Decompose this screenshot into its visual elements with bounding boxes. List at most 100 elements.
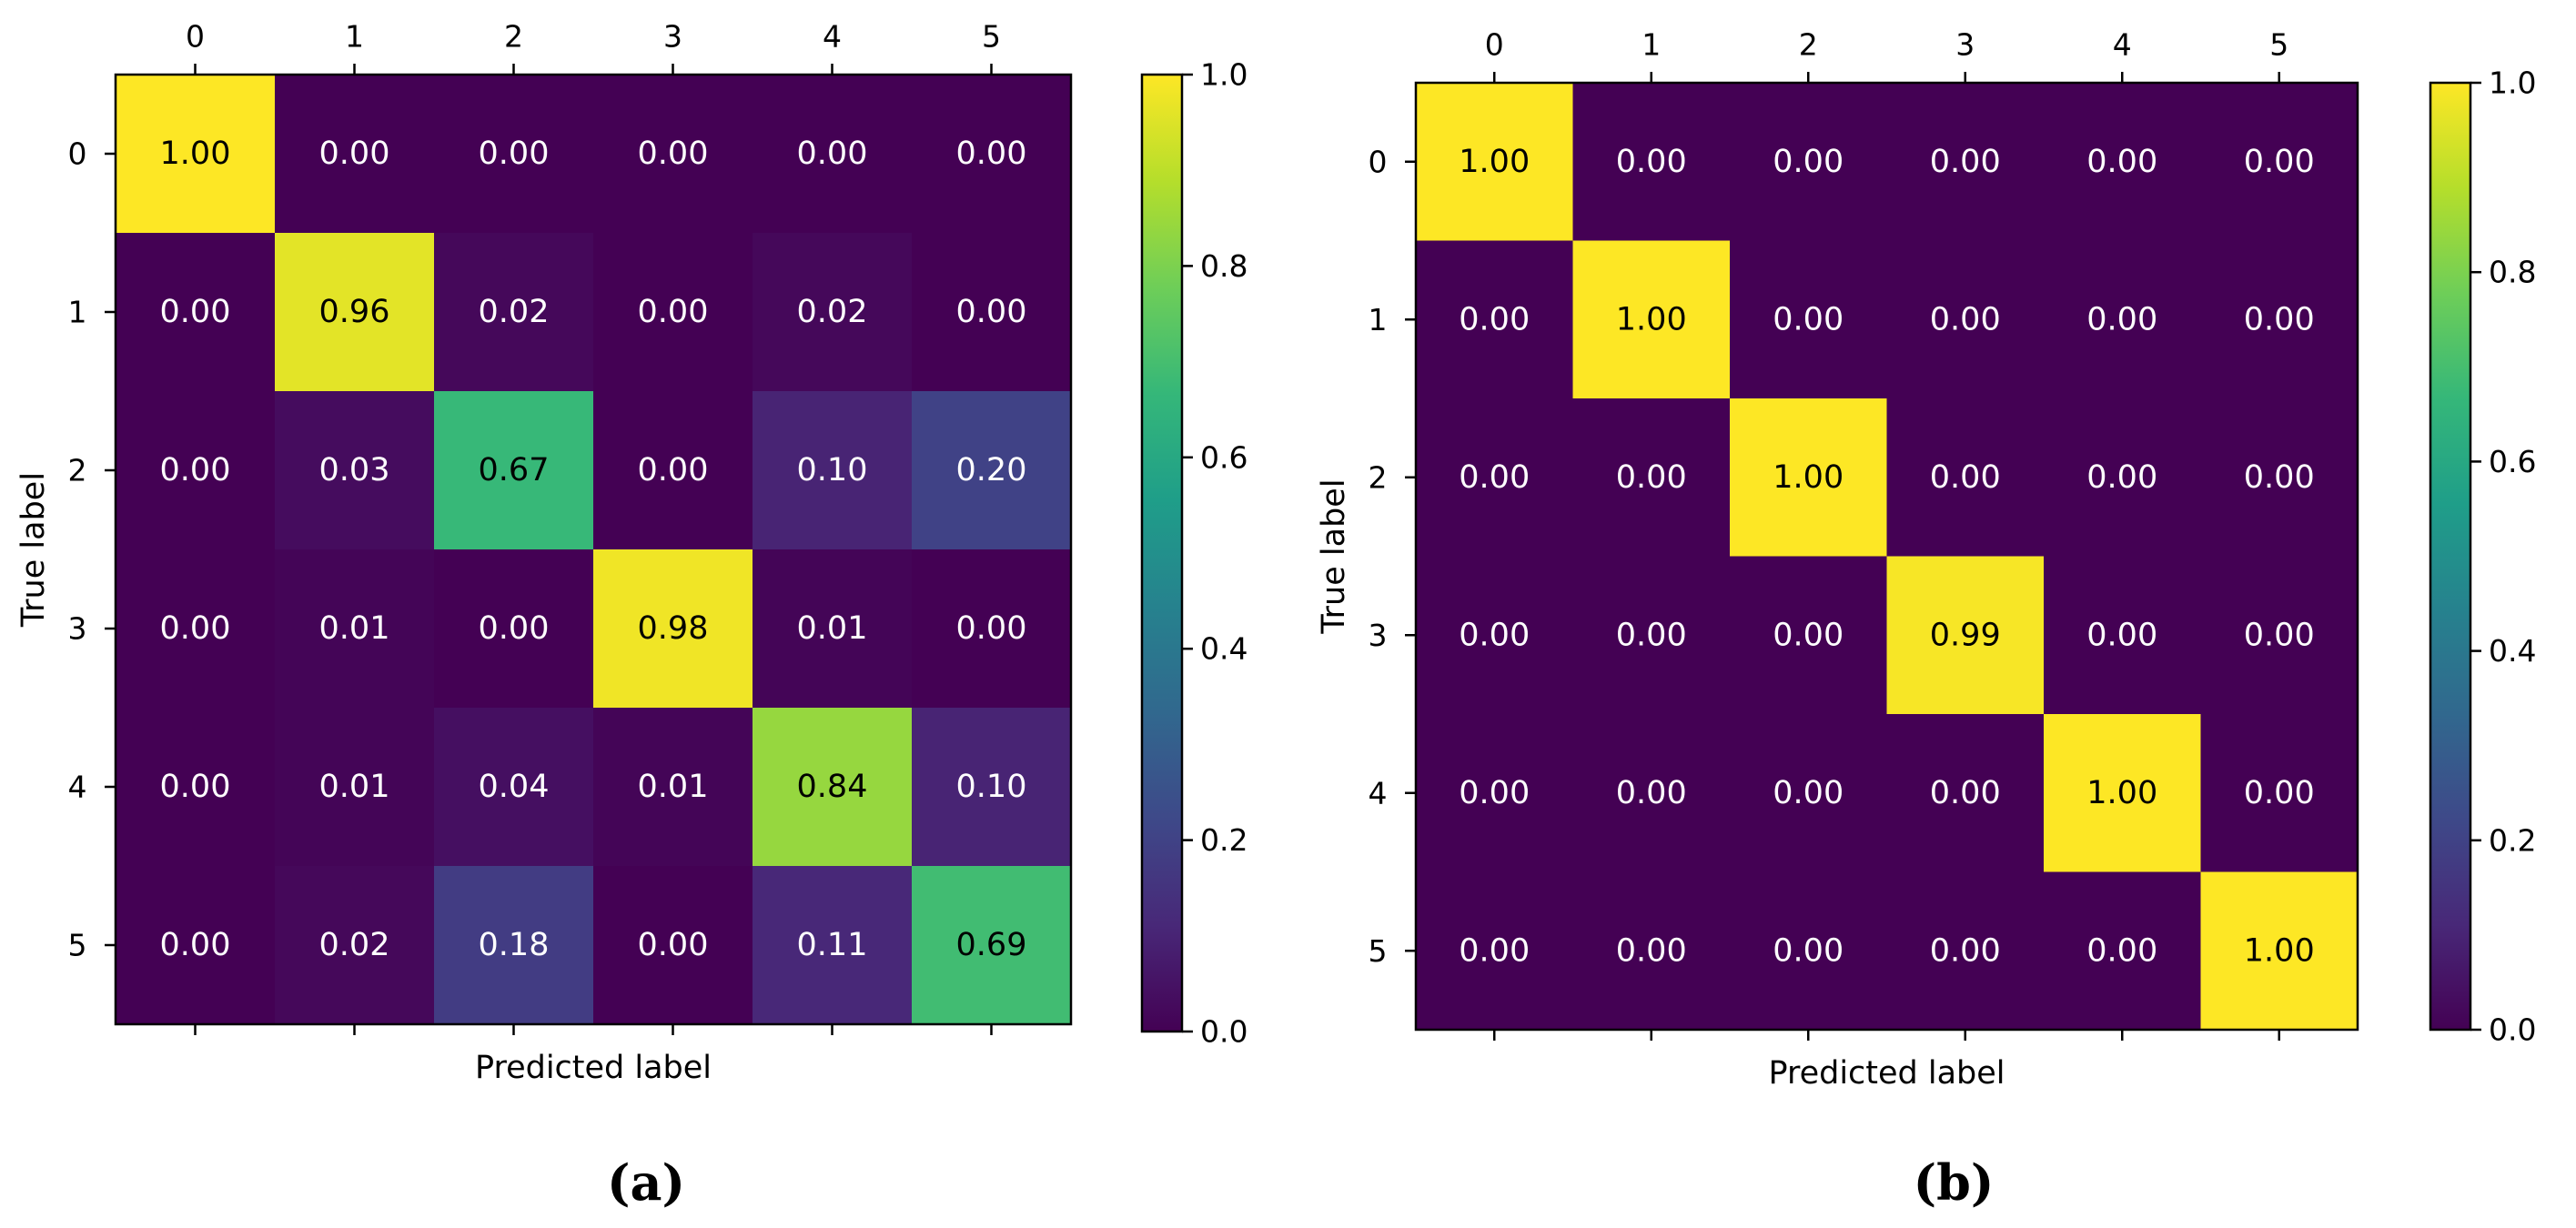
cell-value-label: 0.00: [1773, 932, 1844, 969]
heatmap-cell: [593, 75, 753, 234]
heatmap-cell: [116, 549, 276, 709]
cell-value-label: 0.00: [160, 610, 231, 647]
heatmap-cell: [753, 866, 913, 1025]
cell-value-label: 1.00: [1773, 459, 1844, 496]
plot-frame: [1414, 81, 2359, 1032]
y-tick-label: 1: [68, 295, 87, 330]
colorbar-tick-label: 1.0: [1200, 57, 1248, 93]
cell-value-label: 0.00: [1459, 617, 1530, 653]
x-tick-label: 4: [823, 19, 842, 55]
cell-value-label: 0.00: [2244, 144, 2315, 180]
y-tick-label: 5: [68, 928, 87, 963]
heatmap-cell: [1730, 556, 1888, 715]
cell-value-label: 0.01: [797, 610, 868, 647]
y-tick-label: 3: [68, 611, 87, 647]
cell-value-label: 1.00: [2244, 932, 2315, 969]
heatmap-cell: [2044, 871, 2202, 1031]
cell-value-label: 0.00: [956, 610, 1027, 647]
heatmap-cell: [434, 391, 594, 550]
heatmap-cell: [593, 391, 753, 550]
cell-value-label: 0.00: [160, 769, 231, 805]
heatmap-cell: [2200, 556, 2359, 715]
x-axis-label: Predicted label: [1768, 1055, 2005, 1092]
heatmap-cell: [2044, 240, 2202, 399]
colorbar-tick-label: 0.8: [2489, 255, 2536, 290]
cell-value-label: 0.00: [1616, 775, 1687, 811]
cell-value-label: 0.84: [797, 769, 868, 805]
cell-value-label: 0.00: [2244, 301, 2315, 337]
cell-value-label: 0.20: [956, 452, 1027, 488]
y-tick-label: 4: [1369, 775, 1388, 810]
cell-value-label: 0.69: [956, 927, 1027, 963]
heatmap-cell: [116, 708, 276, 867]
heatmap-cell: [275, 391, 435, 550]
colorbar-gradient: [2430, 83, 2470, 1030]
cell-value-label: 0.00: [2244, 775, 2315, 811]
cell-value-label: 0.00: [1930, 775, 2001, 811]
x-axis-label: Predicted label: [475, 1050, 712, 1086]
y-tick-label: 3: [1369, 618, 1388, 653]
colorbar-tick-label: 0.2: [1200, 822, 1248, 858]
cell-value-label: 0.00: [797, 136, 868, 172]
cell-value-label: 0.96: [319, 294, 390, 330]
cell-value-label: 0.00: [479, 136, 550, 172]
cell-value-label: 0.10: [797, 452, 868, 488]
colorbar-tick-label: 0.2: [2489, 822, 2536, 858]
heatmap-cell: [434, 233, 594, 392]
x-tick-label: 4: [2113, 27, 2132, 63]
cell-value-label: 0.02: [319, 927, 390, 963]
heatmap-cell: [753, 708, 913, 867]
heatmap-cell: [1572, 871, 1731, 1031]
colorbar-tick-label: 0.8: [1200, 248, 1248, 284]
x-tick-label: 0: [186, 19, 205, 55]
y-axis-label: True label: [15, 472, 52, 628]
colorbar-tick-label: 0.6: [1200, 439, 1248, 475]
colorbar-frame: [2429, 81, 2472, 1032]
heatmap-cell: [753, 391, 913, 550]
colorbar-tick-label: 0.4: [2489, 633, 2536, 669]
cell-value-label: 0.00: [1616, 144, 1687, 180]
x-tick-label: 5: [2269, 27, 2288, 63]
cell-value-label: 0.00: [638, 136, 709, 172]
heatmap-cell: [1730, 398, 1888, 558]
cell-value-label: 0.00: [1459, 775, 1530, 811]
cell-value-label: 0.01: [638, 769, 709, 805]
cell-value-label: 0.00: [1459, 301, 1530, 337]
heatmap-cell: [2044, 398, 2202, 558]
heatmap-cell: [2044, 714, 2202, 873]
cell-value-label: 0.98: [638, 610, 709, 647]
y-tick-label: 0: [1369, 144, 1388, 179]
heatmap-cell: [434, 866, 594, 1025]
panel-a: 1.0 0 0.00 0.00 0.00 0.00 0.00 0.00 0.96 0.02 0.00…: [15, 19, 1248, 1213]
heatmap-cell: [116, 866, 276, 1025]
y-tick-label: 5: [1369, 933, 1388, 969]
cell-value-label: 0.00: [1773, 144, 1844, 180]
cell-value-label: 0.00: [1616, 932, 1687, 969]
cell-value-label: 0.03: [319, 452, 390, 488]
cell-value-label: 0.00: [2086, 144, 2157, 180]
heatmap-cell: [753, 549, 913, 709]
y-axis-label: True label: [1316, 478, 1352, 634]
x-tick-label: 3: [1955, 27, 1975, 63]
cell-value-label: 0.00: [1459, 932, 1530, 969]
heatmap-cell: [593, 549, 753, 709]
heatmap-cell: [2200, 240, 2359, 399]
heatmap-cell: [275, 549, 435, 709]
cell-value-label: 0.00: [160, 294, 231, 330]
colorbar-frame: [1140, 73, 1184, 1033]
panel-b: 1.00 0.00 0.00 0.00 0.00 0.00 0.00 1.00 0.00 0.00…: [1316, 27, 2536, 1213]
cell-value-label: 0.00: [1773, 617, 1844, 653]
heatmap-cell: [2200, 714, 2359, 873]
heatmap-cell: [116, 75, 276, 234]
heatmap-cell: [912, 233, 1072, 392]
y-tick-label: 4: [68, 770, 87, 805]
heatmap-cell: [434, 75, 594, 234]
cell-value-label: 0.00: [160, 927, 231, 963]
x-tick-label: 3: [663, 19, 682, 55]
heatmap-cell: [912, 391, 1072, 550]
heatmap-cell: [1730, 83, 1888, 242]
cell-value-label: 0.00: [1773, 775, 1844, 811]
heatmap-cell: [275, 233, 435, 392]
heatmap-cell: [275, 708, 435, 867]
